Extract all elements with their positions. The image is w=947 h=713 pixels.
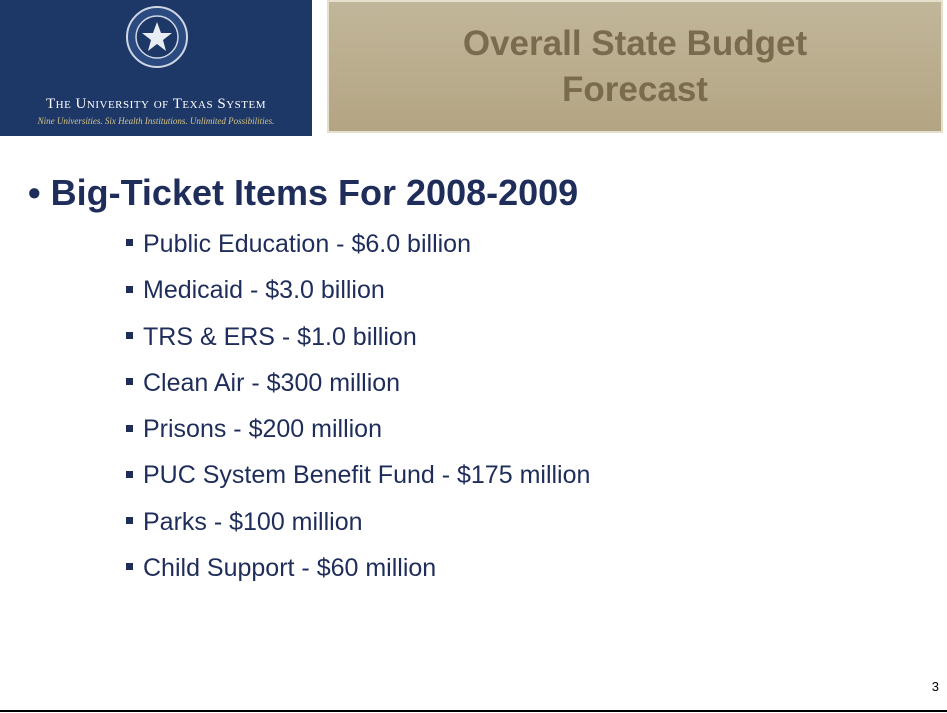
page-number: 3 — [931, 679, 939, 694]
title-panel: Overall State Budget Forecast — [327, 0, 943, 133]
heading-text: Big-Ticket Items For 2008-2009 — [50, 172, 579, 213]
logo-tagline: Nine Universities. Six Health Institutio… — [37, 116, 275, 126]
seal — [126, 6, 188, 68]
item-list: Public Education - $6.0 billion Medicaid … — [122, 224, 590, 594]
list-item: Medicaid - $3.0 billion — [122, 270, 590, 316]
list-item: TRS & ERS - $1.0 billion — [122, 317, 590, 363]
list-item: Child Support - $60 million — [122, 548, 590, 594]
bottom-rule — [0, 710, 947, 712]
list-item: Clean Air - $300 million — [122, 363, 590, 409]
list-item: Public Education - $6.0 billion — [122, 224, 590, 270]
slide-title: Overall State Budget Forecast — [462, 23, 808, 109]
list-item: Parks - $100 million — [122, 502, 590, 548]
heading: • Big-Ticket Items For 2008-2009 — [28, 172, 579, 213]
logo-panel: The University of Texas System Nine Univ… — [0, 0, 312, 136]
logo-name: The University of Texas System — [45, 96, 266, 112]
list-item: PUC System Benefit Fund - $175 million — [122, 455, 590, 501]
list-item: Prisons - $200 million — [122, 409, 590, 455]
